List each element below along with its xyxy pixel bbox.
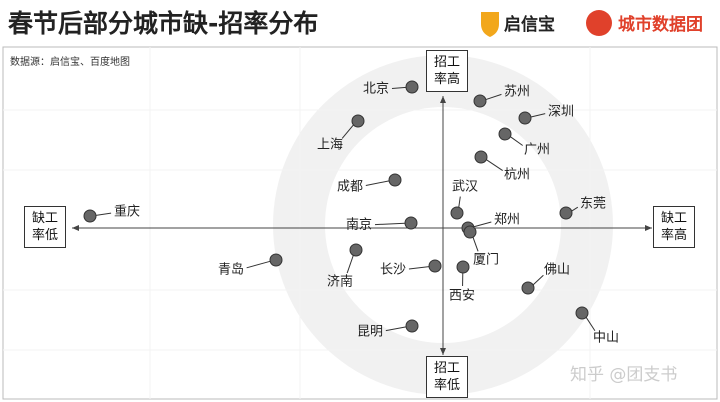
brand-icon	[481, 12, 499, 37]
frame	[2, 46, 718, 400]
leader-line	[532, 274, 544, 286]
point	[349, 243, 363, 257]
point-label: 广州	[524, 143, 550, 158]
point-label: 佛山	[544, 263, 570, 278]
point-label: 昆明	[357, 325, 383, 340]
point-label: 西安	[449, 289, 475, 304]
point	[405, 319, 419, 333]
point	[404, 216, 418, 230]
point	[405, 80, 419, 94]
leader-line	[473, 221, 492, 228]
point	[521, 281, 535, 295]
brand-icon	[586, 10, 612, 36]
leader-line	[458, 196, 461, 208]
point	[269, 253, 283, 267]
point	[575, 306, 589, 320]
point-label: 深圳	[548, 105, 574, 120]
grid	[3, 47, 717, 399]
leader-line	[571, 206, 579, 212]
title: 春节后部分城市缺-招率分布	[8, 9, 319, 38]
point-label: 杭州	[504, 168, 530, 183]
axis-label: 缺工率低	[24, 206, 66, 248]
leader-line	[391, 86, 407, 89]
point-label: 济南	[327, 274, 353, 290]
leader-line	[95, 212, 112, 216]
leader-line	[472, 237, 479, 252]
leader-line	[341, 124, 354, 139]
leader-line	[408, 266, 430, 270]
point	[456, 260, 470, 274]
leader-line	[374, 222, 406, 226]
point	[463, 225, 477, 239]
point-label: 重庆	[114, 204, 140, 220]
leader-line	[530, 113, 546, 118]
point-label: 上海	[317, 138, 343, 153]
point	[518, 111, 532, 125]
point	[473, 94, 487, 108]
point	[428, 259, 442, 273]
leader-line	[585, 317, 596, 332]
source: 数据源：启信宝、百度地图	[10, 57, 130, 68]
leader-line	[365, 180, 390, 186]
point	[450, 206, 464, 220]
leader-line	[346, 255, 354, 274]
axis-label: 招工率低	[426, 356, 468, 398]
axis-label: 缺工率高	[653, 206, 695, 248]
point	[474, 150, 488, 164]
point-label: 北京	[363, 82, 389, 97]
point-label: 东莞	[580, 197, 606, 212]
point-label: 长沙	[380, 263, 406, 278]
point-label: 郑州	[494, 213, 520, 228]
point	[559, 206, 573, 220]
watermark: 知乎 @团支书	[570, 365, 678, 385]
leader-line	[510, 136, 523, 146]
point	[83, 209, 97, 223]
brand: 城市数据团	[618, 15, 703, 35]
point	[498, 127, 512, 141]
point	[388, 173, 402, 187]
point-label: 成都	[337, 180, 363, 195]
point	[351, 114, 365, 128]
axis-label: 招工率高	[426, 50, 468, 92]
point-label: 苏州	[504, 84, 530, 100]
brand: 启信宝	[504, 15, 555, 35]
leader-line	[246, 260, 271, 269]
point-label: 武汉	[452, 180, 478, 195]
leader-line	[486, 159, 503, 171]
point-label: 厦门	[473, 253, 499, 268]
point-label: 南京	[346, 217, 372, 233]
point-label: 中山	[593, 331, 619, 346]
leader-line	[385, 326, 407, 332]
point-label: 青岛	[218, 262, 244, 278]
leader-line	[485, 93, 502, 101]
